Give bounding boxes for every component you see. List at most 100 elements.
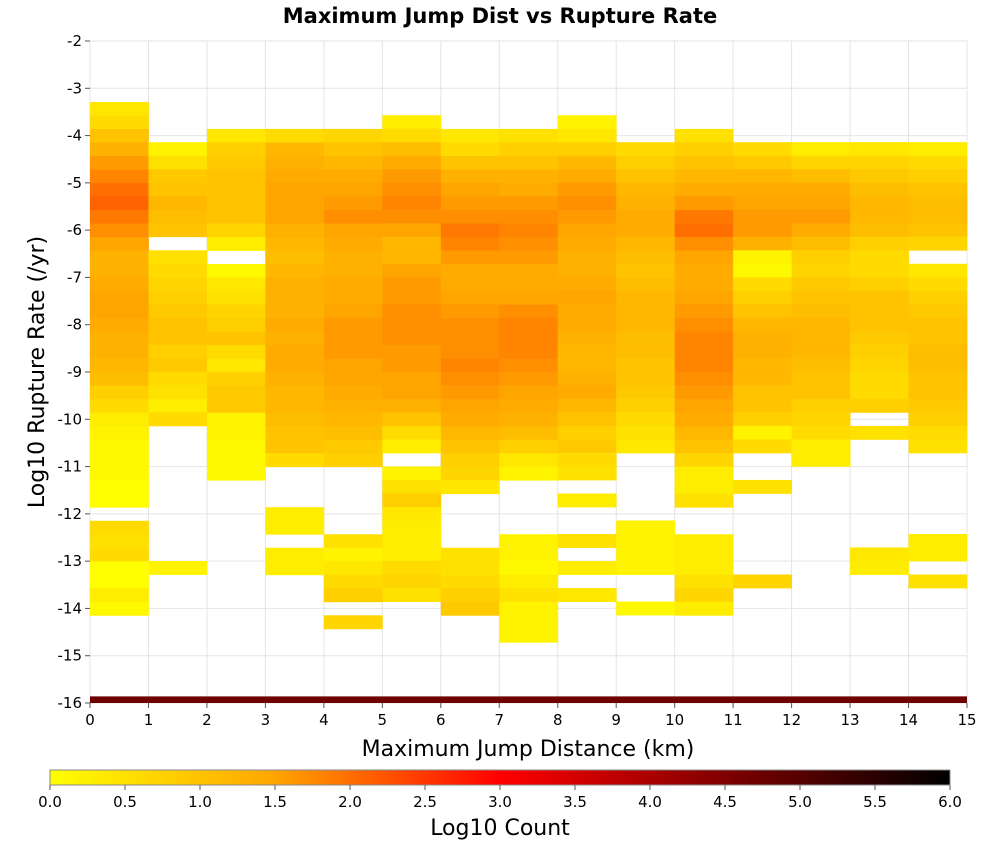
heatmap-cell (499, 264, 559, 278)
heatmap-cell (908, 398, 968, 413)
heatmap-cell (499, 318, 559, 332)
heatmap-cell (557, 344, 617, 359)
heatmap-cell (323, 358, 383, 373)
heatmap-cell (148, 263, 208, 278)
heatmap-cell (440, 128, 500, 143)
heatmap-cell (791, 344, 851, 359)
heatmap-cell (557, 561, 617, 575)
heatmap-cell (674, 534, 734, 549)
heatmap-cell (616, 547, 676, 562)
x-tick-label: 0 (85, 711, 95, 729)
heatmap-cell (382, 520, 442, 535)
y-tick-label: -14 (58, 599, 83, 617)
heatmap-cell (499, 399, 559, 414)
heatmap-cell (382, 398, 442, 413)
heatmap-cell (382, 425, 442, 440)
heatmap-cell (791, 331, 851, 346)
heatmap-cell (674, 210, 734, 224)
heatmap-cell (323, 223, 383, 238)
heatmap-cell (908, 155, 968, 170)
heatmap-cell (499, 547, 559, 562)
heatmap-cell (733, 304, 792, 319)
y-tick-label: -6 (67, 221, 82, 239)
heatmap-cell (674, 331, 734, 346)
heatmap-cell (440, 358, 500, 373)
heatmap-cell (791, 277, 851, 292)
heatmap-cell (674, 493, 734, 508)
heatmap-cell (499, 358, 559, 373)
heatmap-cell (850, 250, 909, 265)
heatmap-cell (499, 128, 559, 143)
heatmap-cell (616, 169, 676, 184)
heatmap-cell (90, 372, 149, 387)
heatmap-cell (499, 466, 559, 481)
heatmap-cell (382, 236, 442, 251)
heatmap-cell (791, 452, 851, 467)
heatmap-cell (616, 520, 676, 535)
heatmap-cell (206, 223, 266, 238)
heatmap-cell (557, 236, 617, 251)
heatmap-cell (90, 453, 149, 468)
heatmap-cell (90, 439, 149, 454)
heatmap-cell (557, 169, 617, 184)
heatmap-cell (382, 344, 442, 359)
heatmap-cell (90, 466, 149, 481)
chart-title: Maximum Jump Dist vs Rupture Rate (283, 4, 717, 28)
heatmap-cell (440, 426, 500, 441)
heatmap-cell (908, 169, 968, 184)
x-tick-label: 1 (144, 711, 154, 729)
heatmap-cell (674, 223, 734, 238)
heatmap-cell (440, 223, 500, 238)
y-axis-label: Log10 Rupture Rate (/yr) (25, 236, 50, 508)
heatmap-cell (499, 385, 559, 400)
heatmap-cell (908, 196, 968, 211)
heatmap-cell (323, 345, 383, 360)
y-tick-label: -7 (67, 268, 82, 286)
heatmap-cell (850, 331, 909, 346)
y-tick-label: -8 (67, 316, 82, 334)
heatmap-cell (440, 304, 500, 319)
heatmap-cell (791, 236, 851, 251)
heatmap-cell (557, 358, 617, 373)
heatmap-cell (382, 263, 442, 278)
heatmap-cell (791, 358, 851, 373)
heatmap-cell (148, 385, 208, 400)
heatmap-cell (557, 142, 617, 157)
heatmap-cell (90, 210, 149, 224)
heatmap-cell (557, 155, 617, 170)
heatmap-cell (674, 466, 734, 481)
heatmap-cell (557, 128, 617, 143)
heatmap-cell (265, 277, 325, 292)
heatmap-cell (674, 601, 734, 616)
heatmap-cell (440, 385, 500, 400)
heatmap-cell (850, 425, 909, 440)
colorbar-tick-label: 2.0 (338, 793, 362, 811)
heatmap-cell (908, 547, 968, 562)
heatmap-cell (382, 196, 442, 211)
heatmap-cell (908, 425, 968, 440)
heatmap-cell (440, 196, 500, 211)
y-tick-label: -9 (67, 363, 82, 381)
heatmap-cell (616, 236, 676, 251)
heatmap-cell (206, 142, 266, 157)
heatmap-cell (791, 439, 851, 454)
heatmap-cell (206, 372, 266, 387)
heatmap-cell (850, 169, 909, 184)
heatmap-cell (440, 318, 500, 332)
heatmap-cell (382, 304, 442, 319)
heatmap-cell (440, 237, 500, 251)
heatmap-cell (733, 371, 792, 386)
heatmap-cell (206, 155, 266, 170)
heatmap-cell (674, 142, 734, 157)
heatmap-cell (499, 182, 559, 197)
heatmap-cell (850, 398, 909, 413)
heatmap-cell (733, 439, 792, 454)
y-tick-label: -2 (67, 32, 82, 50)
heatmap-cell (674, 412, 734, 427)
heatmap-cell (323, 399, 383, 414)
heatmap-cell (323, 304, 383, 319)
heatmap-cell (382, 466, 442, 481)
heatmap-cell (382, 439, 442, 454)
heatmap-cell (733, 236, 792, 251)
heatmap-cell (674, 358, 734, 373)
